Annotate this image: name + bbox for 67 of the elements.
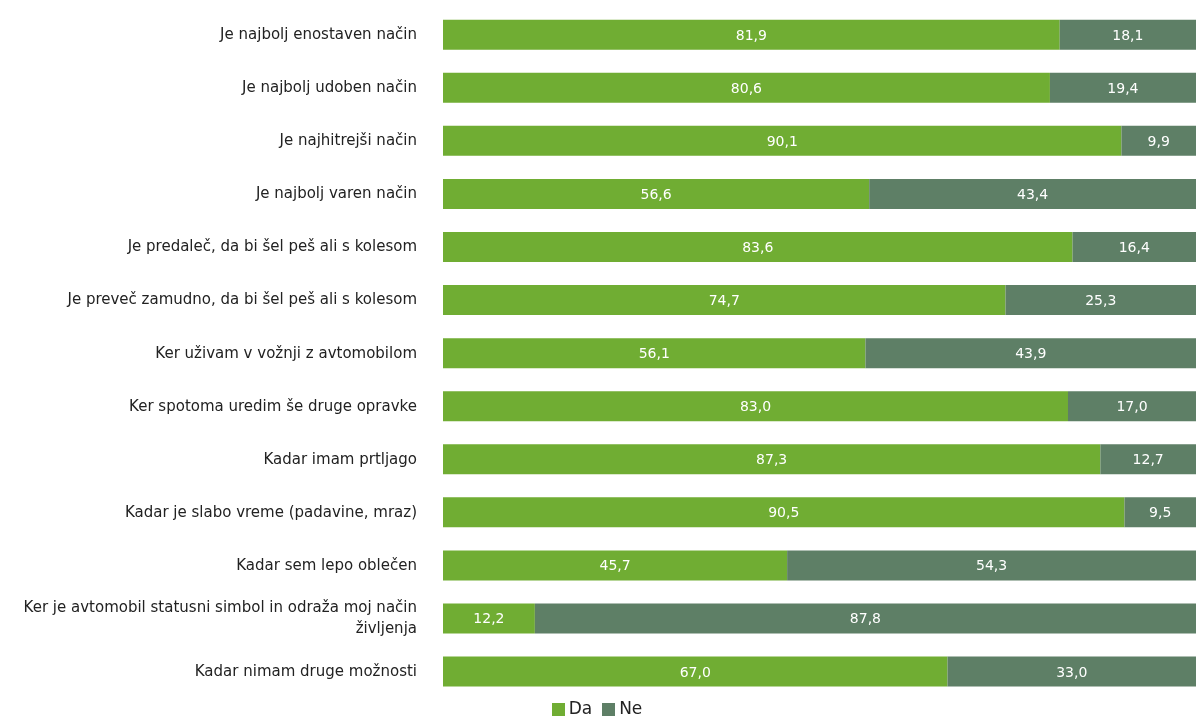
y-tick-label: Kadar nimam druge možnosti [194,660,417,682]
bar [865,338,1196,369]
bar [443,656,948,687]
y-tick-label: Ker je avtomobil statusni simbol in odraža moj način življenja [22,597,417,640]
data-label: 18,1 [1112,26,1144,43]
y-tick-label: Kadar je slabo vreme (padavine, mraz) [124,501,417,523]
data-label: 12,7 [1132,451,1164,468]
data-label: 9,5 [1149,504,1172,521]
bar [443,444,1101,475]
bar [1049,72,1196,103]
y-tick-label: Je najhitrejši način [279,130,417,152]
data-label: 9,9 [1147,132,1170,149]
bar [443,391,1068,422]
data-label: 43,4 [1017,185,1049,202]
data-label: 83,0 [739,398,772,415]
y-tick-label: Je predaleč, da bi šel peš ali s kolesom [127,236,417,258]
y-tick-label: Je najbolj enostaven način [220,24,417,46]
y-tick-label: Je najbolj varen način [255,183,417,205]
bar [443,550,788,581]
legend-label: Ne [619,698,643,718]
data-label: 81,9 [735,26,767,43]
data-label: 43,9 [1015,345,1047,362]
data-label: 45,7 [599,557,631,574]
y-tick-label: Je najbolj udoben način [242,77,417,99]
y-tick-label: Je preveč zamudno, da bi šel peš ali s kolesom [67,289,417,311]
bar [443,72,1050,103]
bar [1059,19,1196,50]
data-label: 33,0 [1056,663,1088,680]
data-label: 25,3 [1085,291,1117,308]
bar [1067,391,1196,422]
bar [869,178,1196,209]
bar [443,285,1006,316]
bar [443,125,1122,156]
bar [534,603,1196,634]
data-label: 16,4 [1118,238,1150,255]
data-label: 83,6 [742,238,774,255]
data-label: 87,8 [849,610,882,627]
data-label: 56,6 [640,185,672,202]
data-label: 87,3 [756,451,788,468]
data-label: 67,0 [679,663,711,680]
bar [787,550,1196,581]
legend-label: Da [568,698,593,718]
bar [443,178,870,209]
bar [443,338,866,369]
bar [443,231,1073,262]
data-label: 12,2 [473,610,505,627]
data-label: 74,7 [708,291,740,308]
data-label: 19,4 [1107,79,1139,96]
data-label: 90,1 [766,132,798,149]
bar [443,497,1125,528]
bar [1121,125,1196,156]
y-tick-label: Ker spotoma uredim še druge opravke [129,395,417,417]
y-tick-label: Ker uživam v vožnji z avtomobilom [155,342,417,364]
bar [1072,231,1196,262]
bar [443,19,1060,50]
data-label: 56,1 [638,345,670,362]
bar [1005,285,1196,316]
data-label: 54,3 [975,557,1008,574]
data-label: 90,5 [768,504,800,521]
bar [1124,497,1196,528]
data-label: 80,6 [730,79,763,96]
bar [1100,444,1196,475]
bar [443,603,535,634]
data-label: 17,0 [1116,398,1148,415]
y-tick-label: Kadar sem lepo oblečen [236,554,417,576]
y-tick-label: Kadar imam prtljago [263,448,417,470]
bar [947,656,1196,687]
